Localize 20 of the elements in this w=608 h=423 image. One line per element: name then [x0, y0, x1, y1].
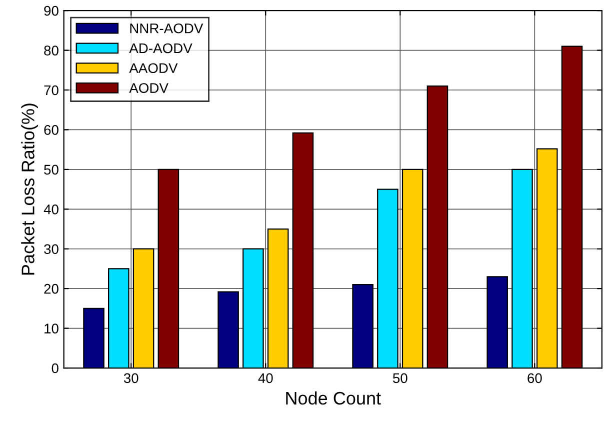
- legend-label: AODV: [129, 83, 168, 93]
- y-tick-label: 60: [44, 125, 58, 135]
- y-tick-label: 20: [44, 284, 58, 294]
- legend-label: AAODV: [129, 63, 178, 74]
- y-tick-label: 10: [44, 324, 58, 334]
- legend-label: AD-AODV: [129, 43, 192, 54]
- y-tick-label: 90: [44, 6, 58, 16]
- y-tick-label: 50: [44, 164, 58, 175]
- x-tick-label: 50: [392, 373, 408, 384]
- y-tick-label: 70: [44, 85, 58, 96]
- y-tick-label: 40: [44, 204, 58, 214]
- x-tick-label: 40: [258, 373, 273, 384]
- x-tick-label: 60: [528, 373, 542, 384]
- x-tick-label: 30: [124, 373, 138, 384]
- x-axis-title: Node Count: [286, 391, 381, 405]
- y-axis-title: Packet Loss Ratio(%): [21, 104, 38, 275]
- y-tick-label: 80: [44, 46, 58, 56]
- y-tick-label: 0: [52, 363, 58, 374]
- legend-label: NNR-AODV: [130, 23, 204, 34]
- y-tick-label: 30: [44, 244, 58, 254]
